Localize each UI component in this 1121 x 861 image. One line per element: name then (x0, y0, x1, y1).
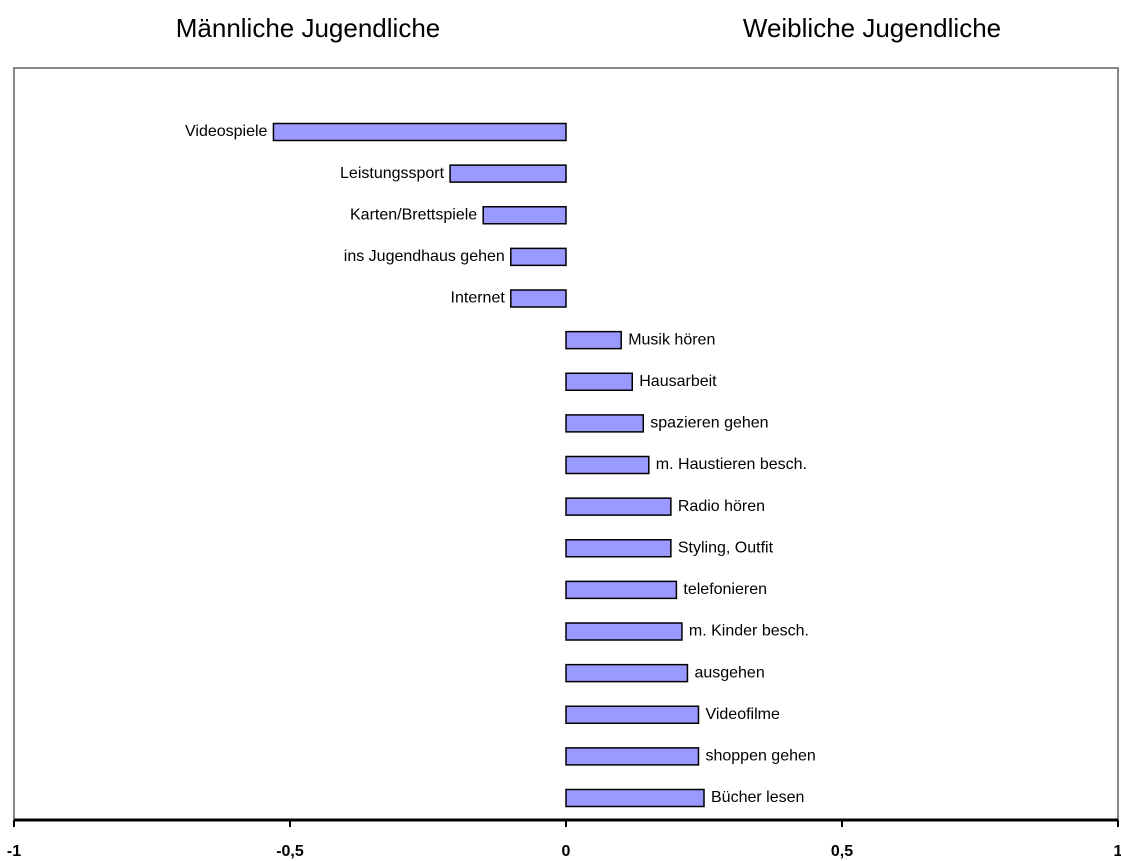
bar (565, 705, 700, 724)
bar (565, 747, 700, 766)
bar (565, 330, 622, 350)
x-tick-label: 1 (1114, 843, 1121, 860)
bar (565, 372, 633, 391)
category-label: ausgehen (694, 664, 764, 681)
category-label: Leistungssport (340, 165, 445, 182)
bar (510, 289, 567, 308)
category-label: Bücher lesen (711, 789, 804, 806)
bar (565, 414, 645, 433)
category-label: Radio hören (678, 498, 765, 515)
category-label: Videospiele (185, 123, 268, 140)
category-label: spazieren gehen (650, 415, 768, 432)
category-label: m. Kinder besch. (689, 623, 809, 640)
category-label: Musik hören (628, 331, 715, 348)
bar (565, 663, 689, 683)
left-title: Männliche Jugendliche (176, 13, 441, 43)
category-label: shoppen gehen (705, 748, 815, 765)
category-label: ins Jugendhaus gehen (344, 248, 505, 265)
category-label: m. Haustieren besch. (656, 456, 807, 473)
category-label: Hausarbeit (639, 373, 717, 390)
right-title: Weibliche Jugendliche (743, 13, 1001, 43)
bar (482, 206, 567, 225)
bar (565, 497, 672, 516)
bar (449, 164, 567, 183)
x-tick-label: -1 (7, 843, 21, 860)
bar (565, 788, 705, 808)
bar (272, 122, 567, 142)
bar (565, 622, 683, 641)
bar (565, 539, 672, 558)
x-tick-label: -0,5 (276, 843, 304, 860)
category-label: Internet (451, 290, 506, 307)
category-label: Styling, Outfit (678, 539, 774, 556)
bar (565, 455, 650, 475)
bar (510, 247, 567, 267)
x-tick-label: 0 (562, 843, 571, 860)
x-tick-label: 0,5 (831, 843, 853, 860)
category-label: Videofilme (705, 706, 780, 723)
category-label: telefonieren (683, 581, 767, 598)
category-label: Karten/Brettspiele (350, 206, 477, 223)
bar (565, 580, 678, 600)
